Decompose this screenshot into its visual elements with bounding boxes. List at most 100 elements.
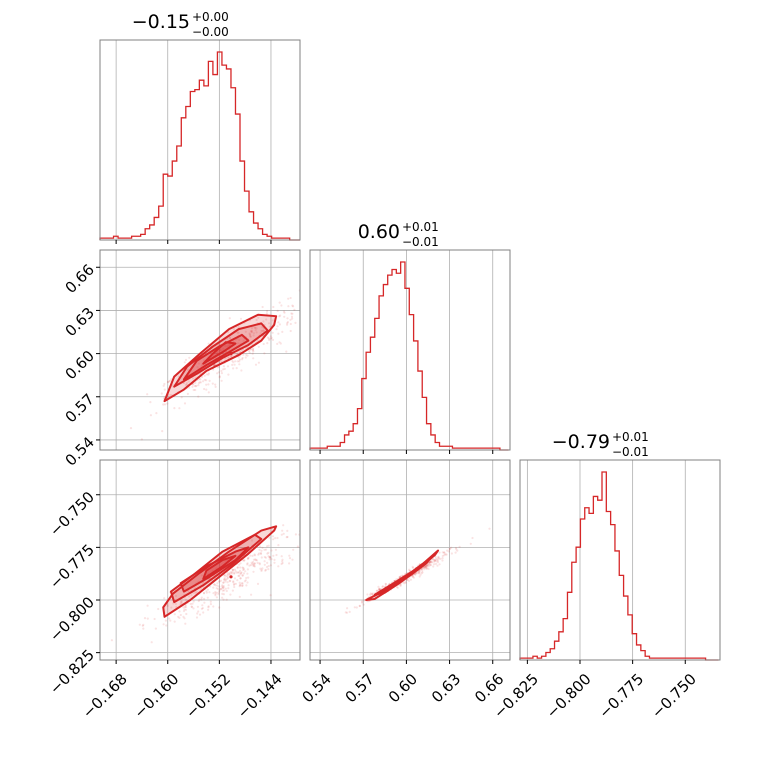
sample-point-2-1 — [355, 606, 358, 609]
sample-point-2-1 — [360, 601, 364, 604]
sample-point-1-0 — [193, 384, 196, 387]
sample-point-2-1 — [433, 559, 436, 562]
sample-point-1-0 — [226, 345, 229, 348]
sample-point-1-0 — [244, 356, 247, 359]
sample-point-2-0 — [222, 598, 225, 601]
sample-point-1-0 — [305, 300, 307, 302]
x-tick-label-2-2: −0.775 — [595, 670, 647, 722]
sample-point-2-0 — [269, 594, 272, 597]
sample-point-2-1 — [362, 603, 365, 606]
sample-point-2-1 — [414, 573, 417, 576]
sample-point-2-0 — [208, 591, 211, 594]
sample-point-1-0 — [203, 378, 206, 381]
sample-point-2-0 — [202, 591, 206, 595]
sample-point-2-0 — [198, 613, 202, 616]
sample-point-1-0 — [303, 301, 305, 303]
sample-point-2-1 — [445, 553, 448, 556]
sample-point-2-0 — [266, 552, 269, 555]
sample-point-2-0 — [240, 571, 243, 574]
sample-point-2-0 — [263, 563, 266, 566]
sample-point-2-1 — [446, 549, 449, 552]
sample-point-2-0 — [209, 603, 212, 606]
sample-point-1-0 — [238, 338, 241, 342]
sample-point-1-0 — [255, 318, 258, 322]
sample-point-2-0 — [222, 586, 225, 589]
sample-point-2-0 — [238, 569, 242, 572]
sample-point-1-0 — [293, 308, 296, 311]
sample-point-2-1 — [417, 570, 421, 574]
sample-point-2-0 — [241, 584, 244, 587]
sample-point-1-0 — [238, 358, 241, 361]
sample-point-2-0 — [286, 529, 289, 533]
sample-point-2-0 — [277, 544, 280, 547]
sample-point-2-0 — [221, 584, 224, 587]
y-tick-label-2-2: −0.775 — [46, 541, 98, 593]
sample-point-1-0 — [222, 347, 225, 350]
sample-point-2-0 — [202, 592, 206, 595]
sample-point-1-0 — [256, 339, 259, 342]
sample-point-2-1 — [433, 563, 436, 566]
sample-point-1-0 — [227, 331, 230, 334]
scatter-panel-2-1-bg — [310, 460, 510, 660]
sample-point-1-0 — [205, 373, 208, 376]
sample-point-2-0 — [179, 602, 182, 605]
sample-point-2-0 — [247, 576, 250, 579]
sample-point-2-0 — [280, 555, 283, 558]
sample-point-2-0 — [245, 576, 248, 580]
sample-point-2-1 — [396, 586, 399, 589]
sample-point-2-0 — [231, 570, 234, 573]
sample-point-1-0 — [168, 380, 171, 383]
sample-point-2-0 — [259, 545, 262, 548]
x-tick-label-2-3: −0.750 — [648, 670, 700, 722]
sample-point-1-0 — [188, 356, 191, 359]
sample-point-2-1 — [424, 566, 427, 569]
sample-point-1-0 — [292, 305, 295, 308]
sample-point-1-0 — [257, 345, 260, 348]
sample-point-2-0 — [260, 549, 263, 552]
sample-point-2-0 — [276, 536, 279, 540]
sample-point-2-0 — [246, 557, 249, 560]
sample-point-1-0 — [248, 349, 251, 353]
sample-point-1-0 — [278, 323, 281, 326]
sample-point-2-1 — [438, 557, 441, 560]
sample-point-2-0 — [223, 573, 226, 577]
sample-point-1-0 — [183, 361, 186, 364]
sample-point-2-0 — [239, 572, 242, 576]
sample-point-2-0 — [221, 592, 224, 596]
sample-point-2-0 — [307, 525, 309, 527]
sample-point-2-0 — [236, 566, 239, 569]
sample-point-2-1 — [437, 556, 440, 559]
sample-point-2-1 — [399, 583, 402, 586]
sample-point-2-0 — [209, 600, 212, 603]
sample-point-2-0 — [223, 589, 226, 592]
sample-point-2-1 — [398, 575, 401, 579]
sample-point-1-0 — [163, 388, 166, 391]
sample-point-2-0 — [260, 568, 263, 571]
sample-point-1-0 — [239, 317, 243, 320]
sample-point-1-0 — [268, 325, 271, 328]
sample-point-2-0 — [268, 555, 272, 559]
sample-point-2-0 — [253, 554, 257, 557]
sample-point-2-0 — [217, 591, 220, 594]
sample-point-1-0 — [207, 372, 210, 375]
sample-point-1-0 — [291, 312, 294, 315]
sample-point-2-0 — [261, 567, 264, 570]
sample-point-2-0 — [200, 598, 203, 601]
sample-point-2-1 — [358, 604, 361, 608]
sample-point-1-0 — [287, 305, 290, 308]
x-tick-label-1-1: 0.57 — [342, 670, 378, 706]
sample-point-2-0 — [221, 589, 224, 592]
sample-point-2-1 — [401, 574, 404, 577]
sample-point-2-0 — [165, 624, 168, 627]
sample-point-2-0 — [234, 570, 237, 573]
sample-point-1-0 — [178, 407, 181, 410]
sample-point-2-1 — [428, 560, 432, 564]
sample-point-2-0 — [234, 582, 237, 585]
sample-point-1-0 — [272, 305, 275, 309]
sample-point-2-0 — [239, 583, 242, 586]
contour-level-1-0-3 — [202, 341, 237, 365]
sample-point-2-0 — [291, 558, 294, 561]
sample-point-1-0 — [238, 360, 241, 363]
sample-point-2-1 — [346, 607, 349, 610]
sample-point-2-1 — [432, 558, 435, 561]
